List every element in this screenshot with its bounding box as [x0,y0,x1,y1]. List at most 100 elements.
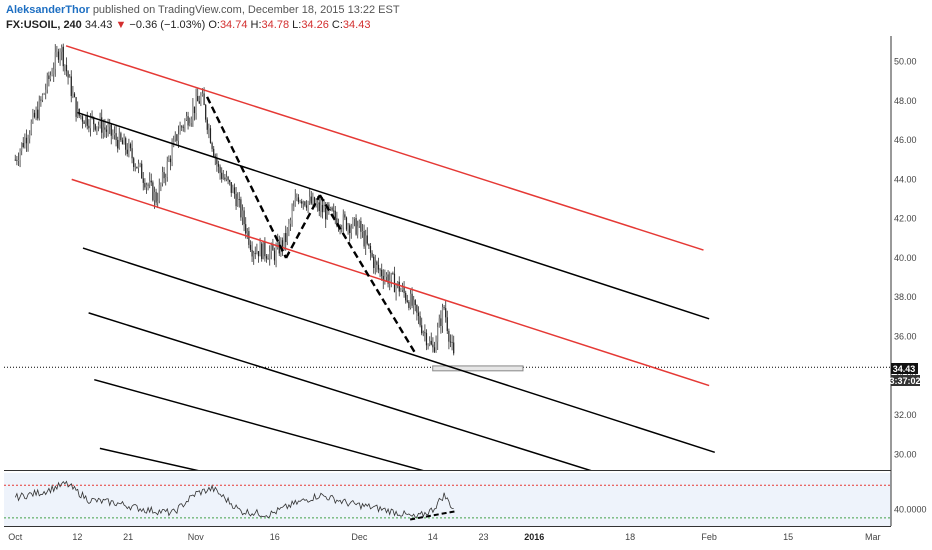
candle-body [141,163,143,179]
candle-body [179,126,181,135]
candle-body [413,300,415,306]
candle-body [49,75,52,80]
candle-body [429,340,431,345]
candle-body [123,138,125,145]
candle-body [51,74,53,76]
candle-body [189,123,191,126]
candle-body [251,249,253,257]
candle-body [262,242,264,260]
candle-body [129,144,132,149]
candle-body [336,218,338,226]
candle-body [267,258,269,260]
candle-body [69,76,71,78]
price-tick-label: 32.00 [894,410,917,420]
candle-body [131,148,133,159]
candle-body [417,312,420,317]
candle-body [227,176,229,181]
channel-trendline[interactable] [71,178,710,387]
channel-trendline[interactable] [65,45,704,251]
rsi-pane[interactable] [4,480,891,521]
candle-body [408,301,410,308]
candle-body [304,201,306,206]
rsi-line[interactable] [14,480,454,519]
dashed-trendline[interactable] [284,194,321,259]
candle-body [30,121,32,134]
candle-body [256,251,258,254]
candle-body [344,214,346,218]
candle-body [61,46,63,52]
time-tick-label: Dec [351,532,368,542]
candle-body [317,202,319,205]
candle-body [233,187,236,194]
price-tick-label: 46.00 [894,135,917,145]
channel-trendline[interactable] [99,447,213,474]
price-tick-label: 30.00 [894,449,917,459]
candle-body [83,121,85,124]
close-label: C: [331,19,343,31]
candle-body [365,235,367,247]
candle-body [206,119,208,130]
candle-body [374,261,376,268]
candle-body [171,146,173,163]
candle-body [65,65,68,72]
candle-body [296,197,298,199]
candle-body [440,318,442,326]
candle-body [395,285,397,293]
author-link[interactable]: AleksanderThor [6,4,90,16]
candle-body [376,261,378,265]
candle-body [144,182,146,188]
candle-body [229,180,231,183]
candle-body [328,204,330,209]
candle-body [201,93,204,96]
candle-body [43,93,45,95]
time-tick-label: 15 [783,532,793,542]
candle-body [149,180,151,185]
candle-body [193,106,196,114]
candle-body [401,287,404,291]
price-pane[interactable] [4,43,891,494]
candle-body [353,217,356,220]
candle-body [358,220,360,227]
time-tick-label: Oct [8,532,23,542]
channel-trendline[interactable] [77,111,710,320]
price-tick-label: 40.00 [894,253,917,263]
candle-body [184,120,186,128]
candle-body [105,129,108,132]
candle-body [126,149,128,154]
candle-body [313,197,316,206]
candle-body [104,127,106,130]
candle-body [195,96,197,114]
candle-body [261,243,263,260]
candle-body [373,256,375,268]
candle-body [153,191,156,201]
dashed-trendline[interactable] [205,96,288,259]
candle-body [435,341,437,352]
candle-body [120,133,122,141]
candle-body [369,245,372,253]
candle-body [187,116,189,126]
candle-body [221,172,223,179]
candle-body [198,101,200,104]
candle-body [46,75,48,90]
candle-body [288,223,290,229]
candle-body [190,119,192,124]
candle-body [334,210,336,219]
candle-body [110,124,112,136]
candle-body [301,201,303,204]
time-tick-label: 23 [478,532,488,542]
candle-body [137,163,140,169]
candle-body [331,207,333,211]
candle-body [125,138,127,150]
candle-body [169,158,172,163]
symbol-label[interactable]: FX:USOIL, 240 [6,19,82,31]
support-box[interactable] [432,365,524,372]
candle-body [425,332,428,346]
candle-body [433,347,436,352]
dashed-trendline[interactable] [318,194,417,355]
channel-trendline[interactable] [94,378,506,494]
candle-body [16,159,18,161]
channel-trendline[interactable] [88,312,664,494]
channel-trendline[interactable] [82,247,715,454]
time-tick-label: 21 [123,532,133,542]
